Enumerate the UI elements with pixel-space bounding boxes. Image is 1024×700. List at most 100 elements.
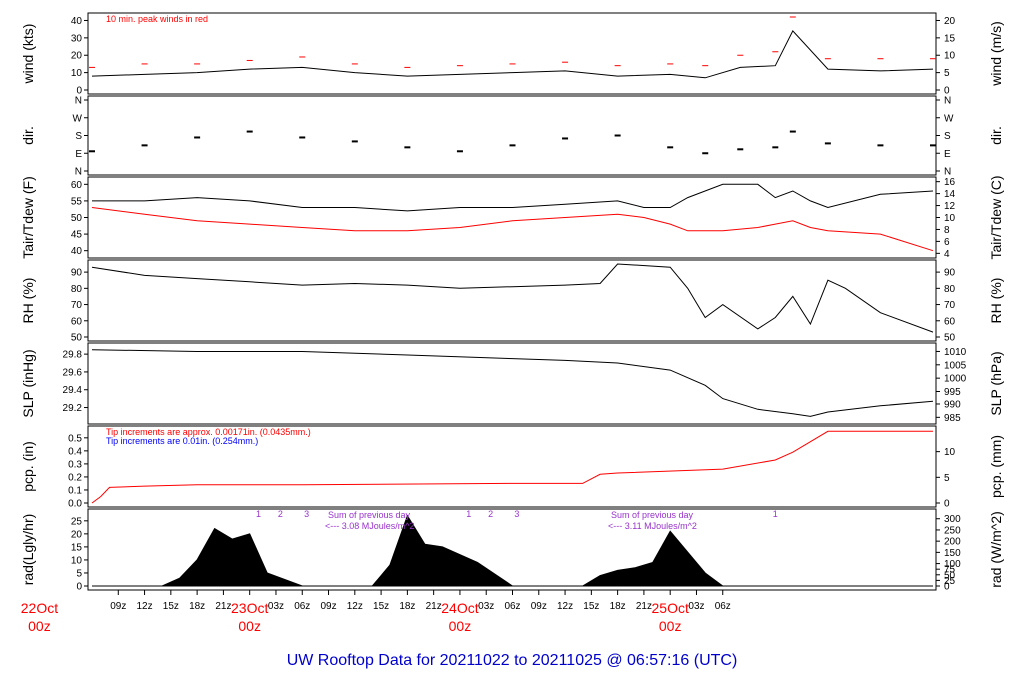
temp-right-label: Tair/Tdew (C) (988, 175, 1004, 259)
pcp-right-label: pcp. (mm) (988, 435, 1004, 498)
wind-left-tick-label: 40 (71, 16, 83, 27)
rad-hour-mark: 3 (514, 509, 519, 519)
wind-right-tick-label: 15 (944, 33, 956, 44)
wind-right-tick-label: 0 (944, 86, 950, 97)
slp-left-label: SLP (inHg) (20, 349, 36, 417)
pcp-left-label: pcp. (in) (20, 441, 36, 492)
date-label: 22Oct (21, 600, 58, 616)
slp-series (91, 349, 934, 417)
slp-right-tick-label: 1010 (944, 347, 967, 358)
time-tick-label: 21z (636, 601, 652, 612)
slp-left-tick-label: 29.6 (63, 367, 83, 378)
rad-hour-mark: 3 (304, 509, 309, 519)
time-tick-label: 15z (373, 601, 389, 612)
rh-right-tick-label: 90 (944, 268, 956, 279)
pcp-note-blue: Tip increments are 0.01in. (0.254mm.) (106, 436, 258, 446)
temp-frame (87, 176, 937, 259)
rad-right-tick-label: 150 (944, 548, 961, 559)
pcp-left-tick-label: 0.0 (68, 499, 82, 510)
tair-series (92, 183, 934, 212)
rad-left-tick-label: 15 (71, 542, 83, 553)
dir-left-label: dir. (20, 126, 36, 145)
rh-right-tick-label: 70 (944, 300, 956, 311)
rad-right-tick-label: 250 (944, 525, 961, 536)
temp-left-tick-label: 50 (71, 213, 83, 224)
time-tick-label: 15z (163, 601, 179, 612)
wind-right-tick-label: 5 (944, 68, 950, 79)
rad-right-tick-label: 50 (944, 570, 956, 581)
tdew-series (91, 207, 934, 252)
temp-right-tick-label: 14 (944, 189, 956, 200)
rad-left-label: rad(Lgly/hr) (20, 514, 36, 586)
wind-left-label: wind (kts) (20, 24, 36, 85)
pcp-right-tick-label: 0 (944, 499, 950, 510)
temp-left-label: Tair/Tdew (F) (20, 176, 36, 258)
date-hour-label: 00z (238, 618, 261, 634)
time-tick-label: 06z (715, 601, 731, 612)
pcp-left-tick-label: 0.2 (68, 472, 82, 483)
rh-left-tick-label: 50 (71, 333, 83, 344)
rad-hour-mark: 1 (256, 509, 261, 519)
wind-right-tick-label: 10 (944, 51, 956, 62)
rad-right-tick-label: 200 (944, 537, 961, 548)
slp-right-label: SLP (hPa) (988, 351, 1004, 415)
footer-title: UW Rooftop Data for 20211022 to 20211025… (287, 652, 738, 669)
time-tick-label: 21z (426, 601, 442, 612)
rh-left-label: RH (%) (20, 278, 36, 324)
slp-left-tick-label: 29.8 (63, 350, 83, 361)
rh-right-tick-label: 50 (944, 333, 956, 344)
dir-frame (87, 95, 937, 176)
pcp-frame (87, 425, 937, 508)
time-tick-label: 09z (320, 601, 336, 612)
wind-right-label: wind (m/s) (988, 21, 1004, 87)
rh-left-tick-label: 80 (71, 284, 83, 295)
time-axis: 09z 12z 15z 18z 21z 23Oct 03z 06z 09z 12z 15z 18z 21… (21, 590, 731, 634)
rad-left-tick-label: 5 (76, 568, 82, 579)
wind-left-tick-label: 20 (71, 51, 83, 62)
rad-right-tick-label: 0 (944, 582, 950, 593)
wind-right-tick-label: 20 (944, 16, 956, 27)
wind-left-tick-label: 0 (76, 86, 82, 97)
dir-right-tick-label: S (944, 131, 951, 142)
rad-hour-mark: 2 (488, 509, 493, 519)
dir-left-tick-label: S (75, 131, 82, 142)
rad-sum2-value: <--- 3.11 MJoules/m^2 (608, 521, 697, 531)
dir-left-tick-label: N (75, 96, 82, 107)
time-tick-label: 06z (504, 601, 520, 612)
time-tick-label: 18z (399, 601, 415, 612)
time-tick-label: 21z (215, 601, 231, 612)
rad-sum2-title: Sum of previous day (611, 510, 694, 520)
pcp-note-red: Tip increments are approx. 0.00171in. (0… (106, 427, 311, 437)
time-tick-label: 09z (531, 601, 547, 612)
rad-right-tick-label: 75 (944, 565, 956, 576)
temp-right-tick-label: 6 (944, 237, 950, 248)
rad-right-tick-label: 100 (944, 559, 961, 570)
slp-left-tick-label: 29.2 (63, 403, 83, 414)
time-tick-label: 15z (583, 601, 599, 612)
time-tick-label: 03z (688, 601, 704, 612)
slp-frame (87, 342, 937, 425)
time-tick-label: 09z (110, 601, 126, 612)
slp-right-tick-label: 995 (944, 387, 961, 398)
rad-series (92, 514, 933, 587)
time-tick-label: 03z (268, 601, 284, 612)
rad-hour-mark: 2 (278, 509, 283, 519)
wind-series (91, 30, 934, 79)
rad-hour-mark: 1 (773, 509, 778, 519)
dir-right-label: dir. (988, 126, 1004, 145)
pcp-left-tick-label: 0.3 (68, 459, 82, 470)
wind-left-tick-label: 30 (71, 33, 83, 44)
rh-series (91, 263, 934, 333)
temp-right-tick-label: 8 (944, 225, 950, 236)
rh-left-tick-label: 60 (71, 316, 83, 327)
dir-right-tick-label: N (944, 96, 951, 107)
rad-left-tick-label: 25 (71, 516, 83, 527)
rh-right-label: RH (%) (988, 278, 1004, 324)
wind-left-tick-label: 10 (71, 68, 83, 79)
temp-right-tick-label: 10 (944, 213, 956, 224)
rh-left-tick-label: 70 (71, 300, 83, 311)
pcp-left-tick-label: 0.4 (68, 446, 82, 457)
pcp-left-tick-label: 0.5 (68, 433, 82, 444)
rad-left-tick-label: 20 (71, 529, 83, 540)
